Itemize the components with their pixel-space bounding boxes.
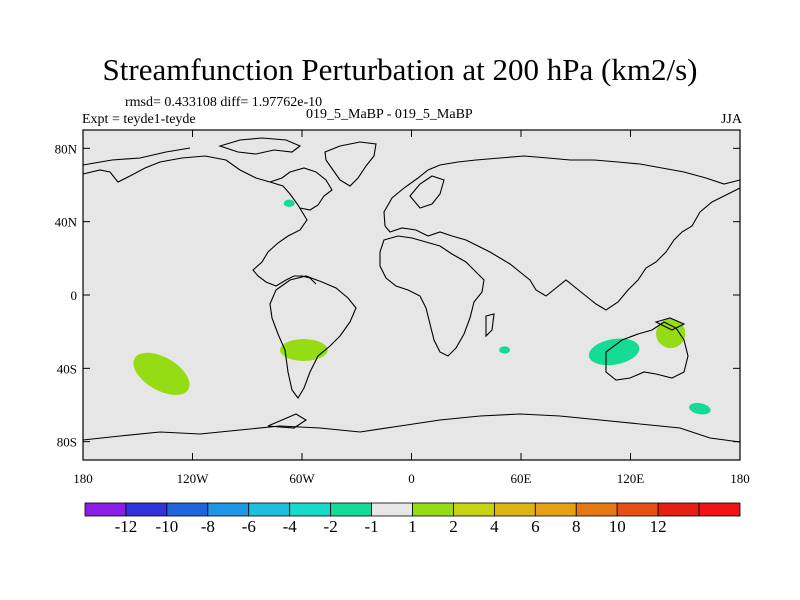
colorbar-box-5	[289, 502, 332, 517]
colorbar-box-8	[412, 502, 454, 517]
x-axis: 180 120W 60W 0 60E 120E 180	[73, 130, 750, 486]
coast-eurasia	[383, 155, 741, 227]
y-tick-label-0: 80N	[55, 141, 78, 156]
y-tick-label-2: 0	[71, 288, 78, 303]
case-label: 019_5_MaBP - 019_5_MaBP	[306, 107, 473, 122]
colorbar-box-2	[166, 502, 209, 517]
x-tick-label-4: 60E	[511, 471, 532, 486]
colorbar-box-14	[657, 502, 700, 517]
colorbar-label-4: -4	[283, 517, 298, 536]
anomaly-tasman-south	[689, 402, 711, 415]
colorbar-label-1: -10	[156, 517, 179, 536]
anomaly-layer	[133, 199, 711, 415]
season-label: JJA	[720, 112, 742, 127]
colorbar-label-11: 8	[572, 517, 581, 536]
colorbar-label-9: 4	[490, 517, 499, 536]
colorbar-label-8: 2	[449, 517, 458, 536]
colorbar-label-13: 12	[650, 517, 667, 536]
coast-hudson	[269, 167, 333, 211]
coast-antarctica	[82, 413, 741, 443]
colorbar-box-0	[84, 502, 127, 517]
colorbar-box-6	[330, 502, 372, 517]
anomaly-southeast-pacific	[133, 352, 190, 395]
coast-arctic-rim	[82, 147, 191, 166]
stats-text: rmsd= 0.433108 diff= 1.97762e-10	[125, 95, 323, 110]
y-tick-label-4: 80S	[57, 435, 77, 450]
anomaly-south-america	[280, 339, 328, 361]
colorbar-label-3: -6	[242, 517, 256, 536]
colorbar-label-5: -2	[324, 517, 338, 536]
colorbar-box-11	[534, 502, 577, 517]
x-tick-label-3: 0	[408, 471, 415, 486]
colorbar-box-10	[493, 502, 536, 517]
experiment-label: Expt = teyde1-teyde	[82, 112, 196, 127]
coast-new-guinea	[654, 317, 686, 331]
coast-antarctic-peninsula	[267, 413, 308, 429]
coastlines	[82, 137, 741, 443]
colorbar-label-7: 1	[408, 517, 417, 536]
x-tick-label-6: 180	[730, 471, 750, 486]
colorbar-box-1	[125, 502, 168, 517]
anomaly-north-america	[283, 199, 295, 207]
coast-arctic-islands	[218, 137, 302, 155]
colorbar-label-12: 10	[609, 517, 626, 536]
coast-north-america	[82, 155, 317, 287]
x-tick-label-5: 120E	[617, 471, 645, 486]
colorbar-label-6: -1	[364, 517, 378, 536]
colorbar-label-2: -8	[201, 517, 215, 536]
y-axis: 80N 40N 0 40S 80S	[55, 141, 740, 450]
coast-australia	[605, 321, 689, 381]
colorbar-box-4	[248, 502, 291, 517]
colorbar-box-9	[453, 502, 495, 517]
anomaly-west-australia	[588, 338, 640, 366]
y-tick-label-1: 40N	[55, 215, 78, 230]
colorbar-box-3	[207, 502, 250, 517]
coast-asia-east	[384, 187, 741, 311]
colorbar-box-12	[575, 502, 618, 517]
colorbar: -12 -10 -8 -6 -4 -2 -1 1 2 4 6 8 10 12	[84, 502, 741, 536]
coast-africa	[379, 235, 485, 357]
map-background	[83, 130, 740, 460]
x-tick-label-2: 60W	[289, 471, 315, 486]
anomaly-south-indian-ocean	[499, 346, 511, 354]
x-tick-label-0: 180	[73, 471, 93, 486]
y-tick-label-3: 40S	[57, 361, 77, 376]
colorbar-box-7	[371, 502, 413, 517]
colorbar-label-10: 6	[531, 517, 540, 536]
coast-madagascar	[485, 313, 495, 338]
chart-title: Streamfunction Perturbation at 200 hPa (…	[102, 52, 698, 87]
coast-scandinavia	[409, 175, 445, 209]
colorbar-box-15	[698, 502, 741, 517]
colorbar-label-0: -12	[115, 517, 138, 536]
coast-greenland	[324, 141, 377, 187]
x-tick-label-1: 120W	[177, 471, 210, 486]
coast-south-america	[269, 275, 357, 399]
colorbar-box-13	[616, 502, 659, 517]
